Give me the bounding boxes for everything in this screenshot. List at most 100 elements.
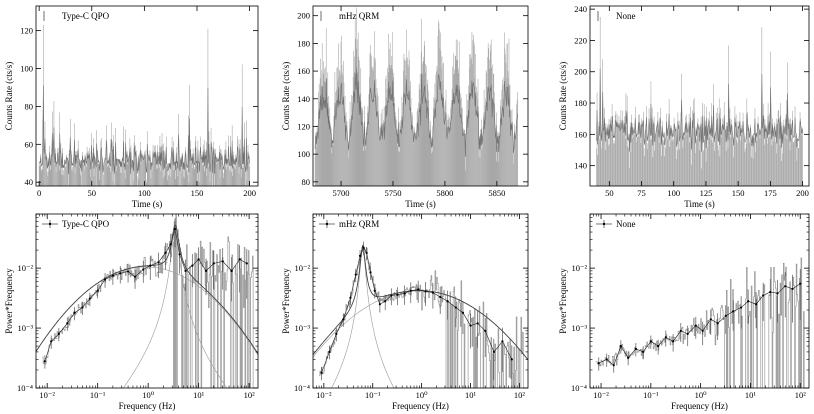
data-bar (57, 147, 59, 186)
data-bar (493, 92, 495, 186)
data-bar (641, 122, 643, 186)
data-bar (621, 127, 623, 186)
data-point (686, 332, 689, 335)
data-bar (101, 156, 103, 186)
data-bar (735, 114, 737, 186)
data-bar (791, 122, 793, 186)
data-bar (615, 111, 617, 186)
data-bar (697, 122, 698, 186)
data-point (369, 271, 372, 274)
data-bar (104, 157, 106, 186)
data-bar (785, 119, 786, 186)
data-bar (359, 60, 361, 187)
panel-pds-none: 10⁻² 10⁻¹ 10⁰ 10¹ 10² 10⁻⁴ 10⁻³ 10⁻² Frequency (… (558, 213, 810, 411)
data-bar (441, 56, 443, 186)
data-bar (167, 169, 168, 186)
data-bar (486, 72, 487, 186)
data-bar (456, 39, 458, 186)
data-bar (149, 150, 151, 186)
data-bar (447, 119, 448, 186)
y-tick-label: 10⁻² (294, 263, 310, 273)
data-bar (787, 62, 788, 187)
data-bar (491, 67, 493, 186)
model-total (312, 244, 529, 361)
data-bar (755, 134, 757, 186)
data-bar (755, 151, 756, 186)
data-bar (49, 162, 51, 186)
data-bar (59, 147, 61, 186)
data-bar (87, 159, 88, 186)
data-bar (196, 165, 197, 186)
data-bar (322, 85, 323, 186)
data-bar (316, 147, 317, 186)
data-bar (128, 155, 130, 186)
data-point (204, 269, 208, 272)
data-bar (680, 140, 681, 186)
data-bar (377, 95, 379, 186)
data-bar (466, 94, 468, 186)
data-point (769, 290, 772, 294)
data-bar (678, 120, 680, 186)
data-bar (336, 89, 337, 186)
data-bar (326, 97, 328, 186)
data-bar (379, 136, 380, 186)
data-bar (54, 165, 56, 186)
data-bar (132, 160, 133, 186)
data-bar (180, 157, 182, 186)
data-bar (50, 169, 52, 186)
data-bar (499, 133, 500, 186)
x-tick-label: 5800 (436, 188, 453, 198)
data-bar (400, 120, 402, 186)
data-bar (363, 150, 365, 186)
data-bar (501, 113, 502, 186)
data-bar (767, 103, 769, 186)
data-bar (656, 125, 657, 186)
data-bar (374, 31, 375, 186)
data-point (747, 300, 750, 303)
data-bar (670, 125, 671, 186)
data-bar (681, 135, 683, 186)
data-bar (415, 132, 416, 186)
data-bar (443, 62, 444, 187)
data-bar (164, 159, 166, 186)
data-bar (329, 107, 331, 186)
data-bar (55, 148, 56, 186)
data-bar (46, 153, 47, 186)
data-bar (693, 97, 695, 186)
data-bar (646, 106, 647, 186)
data-bar (631, 138, 633, 186)
data-bar (127, 164, 129, 186)
data-bar (675, 130, 676, 186)
data-bar (350, 121, 352, 186)
data-bar (321, 70, 322, 186)
data-bar (651, 107, 653, 186)
data-bar (92, 165, 93, 186)
data-bar (315, 133, 316, 186)
data-bar (393, 97, 395, 186)
data-bar (453, 69, 455, 186)
data-bar (479, 135, 480, 186)
x-axis-label: Time (s) (684, 199, 714, 209)
data-bar (348, 145, 350, 186)
data-bar (619, 132, 621, 186)
y-tick-label: 140 (574, 161, 587, 171)
data-bar (208, 166, 209, 186)
data-bar (741, 134, 743, 186)
y-tick-label: 180 (297, 38, 310, 48)
data-bar (323, 81, 325, 186)
data-bar (417, 134, 419, 186)
data-bar (668, 125, 669, 186)
data-bar (684, 131, 686, 186)
data-bar (772, 141, 774, 186)
data-bar (460, 93, 462, 186)
data-bar (679, 149, 681, 186)
data-bar (110, 171, 111, 186)
data-bar (433, 97, 435, 186)
data-bar (105, 158, 106, 186)
data-bar (190, 140, 191, 186)
data-bar (158, 158, 159, 186)
data-point (173, 227, 177, 231)
data-bar (441, 67, 442, 186)
data-bar (723, 102, 725, 186)
data-bar (475, 95, 477, 186)
